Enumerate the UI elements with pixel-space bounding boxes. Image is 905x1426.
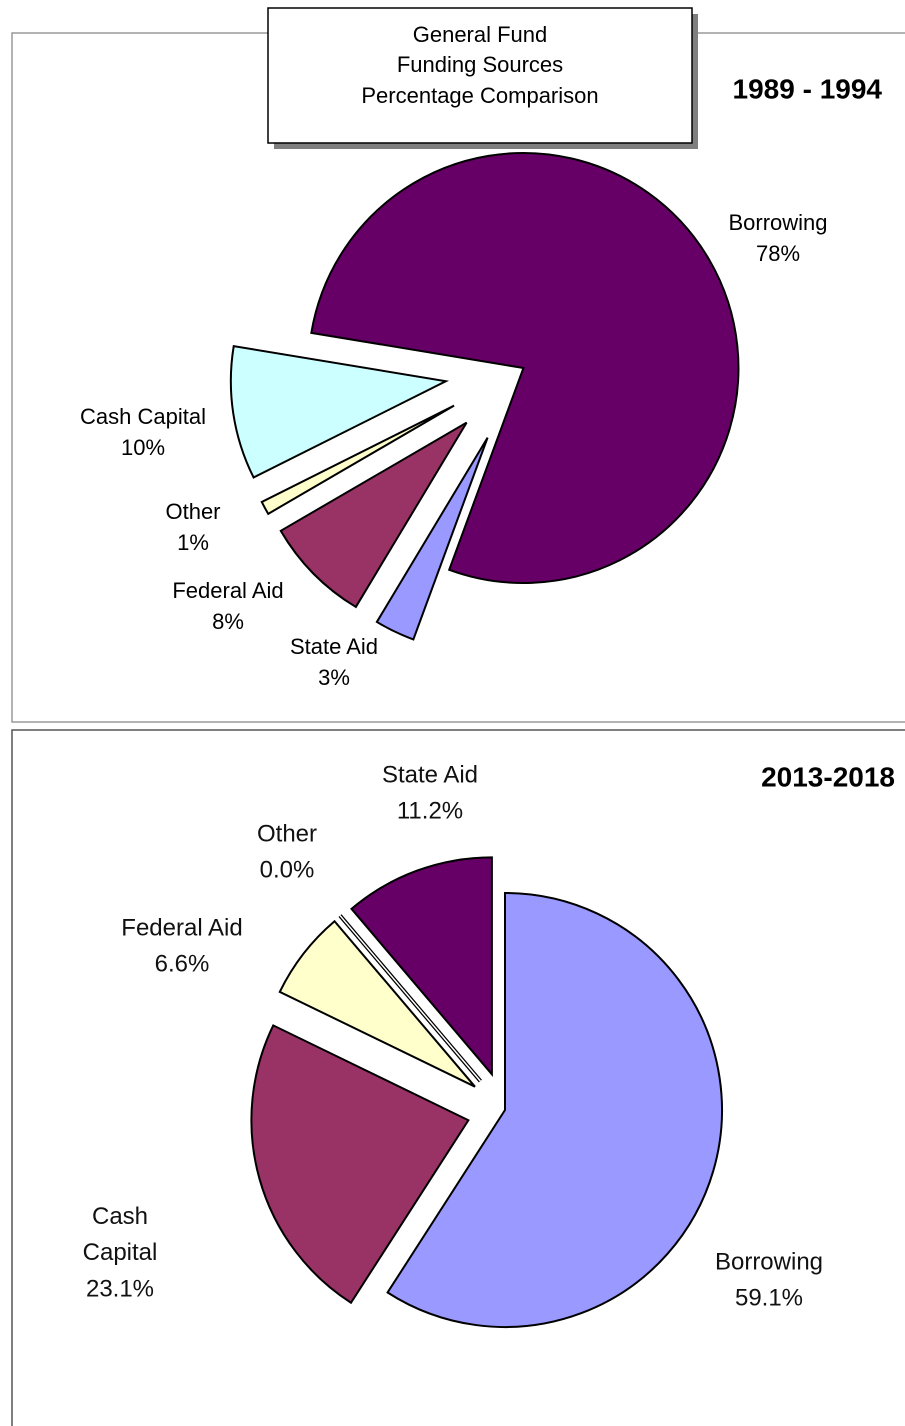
pie-1: Borrowing 78% State Aid 3% Federal Aid 8% Othe… <box>80 151 828 690</box>
slice-label: Other <box>257 820 317 847</box>
value-label: 78% <box>756 241 800 266</box>
chart-title: 1989 - 1994 <box>733 73 883 104</box>
slice-label: Federal Aid <box>172 578 283 603</box>
slice-label: State Aid <box>382 761 478 788</box>
slice-label: State Aid <box>290 634 378 659</box>
value-label: 23.1% <box>86 1275 154 1302</box>
slice-label: Borrowing <box>728 210 827 235</box>
chart-title: 2013-2018 <box>761 761 895 792</box>
value-label: 6.6% <box>155 950 210 977</box>
value-label: 3% <box>318 665 350 690</box>
value-label: 59.1% <box>735 1284 803 1311</box>
header-line: General Fund <box>413 22 548 47</box>
header-line: Funding Sources <box>397 52 563 77</box>
slice <box>279 421 468 609</box>
slice <box>310 151 740 584</box>
slice <box>229 344 450 479</box>
slice-label: Cash Capital <box>83 1203 158 1266</box>
header-line: Percentage Comparison <box>361 83 598 108</box>
value-label: 11.2% <box>397 797 463 824</box>
slice <box>375 437 489 641</box>
slice <box>350 856 493 1078</box>
value-label: 8% <box>212 609 244 634</box>
slice <box>250 1024 470 1305</box>
slice-label: Federal Aid <box>121 914 242 941</box>
value-label: 10% <box>121 435 165 460</box>
header-box <box>267 7 693 144</box>
value-label: 1% <box>177 530 209 555</box>
slice-label: Other <box>165 499 220 524</box>
slice-label: Borrowing <box>715 1248 823 1275</box>
slice-label: Cash Capital <box>80 404 206 429</box>
slice <box>278 919 476 1088</box>
slice <box>386 891 724 1328</box>
slice-edge <box>339 915 481 1082</box>
value-label: 0.0% <box>260 856 315 883</box>
pie-2: Borrowing 59.1% Cash Capital 23.1% Federal Ai… <box>83 761 823 1328</box>
slice <box>260 404 455 516</box>
